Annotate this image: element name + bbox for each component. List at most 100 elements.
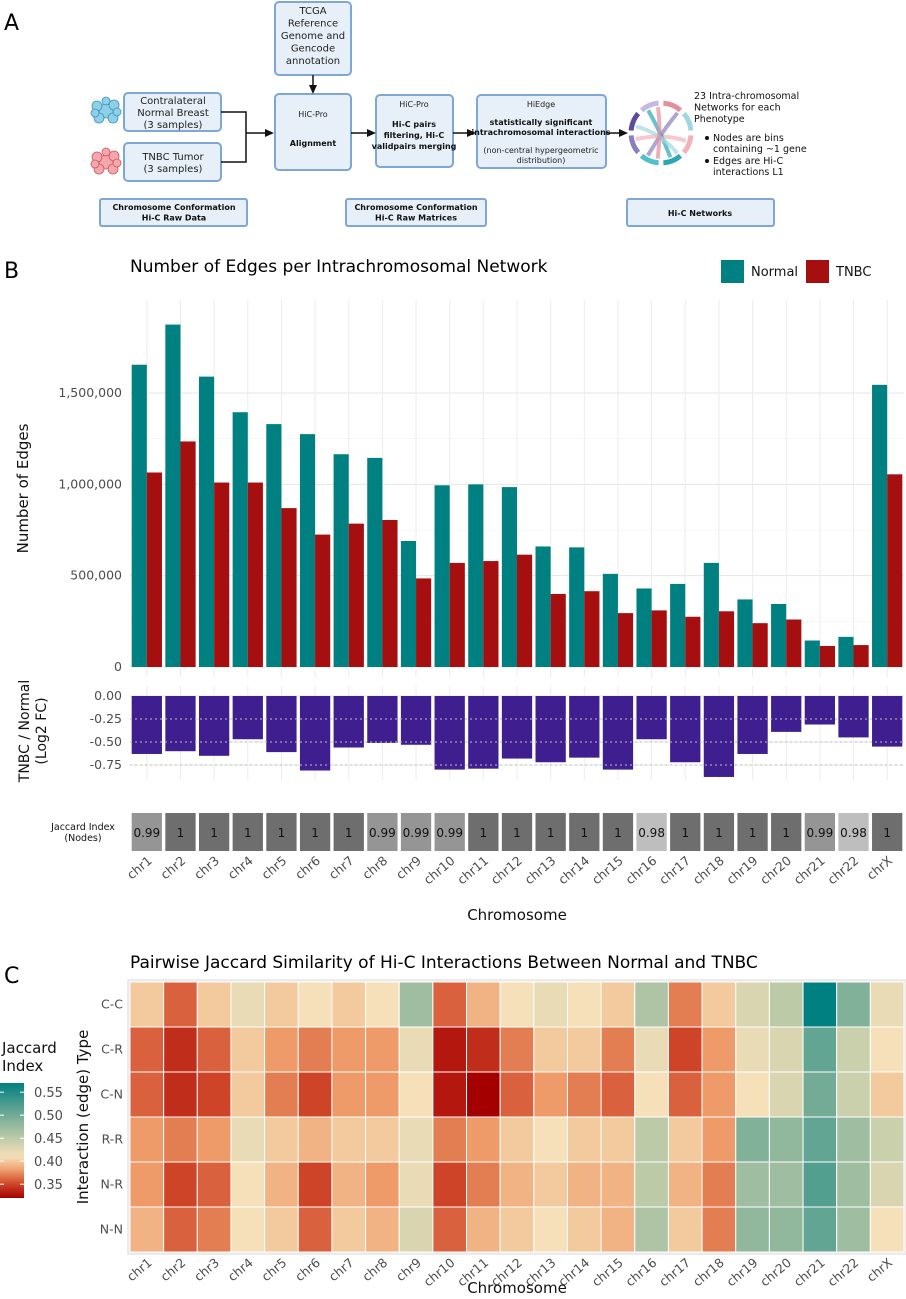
legend-label-tnbc: TNBC bbox=[835, 265, 871, 280]
heatmap-cell-C-N-chr21 bbox=[802, 1071, 838, 1118]
heatmap-cell-C-R-chr1 bbox=[129, 1026, 165, 1073]
jaccard-node-cell-chr6 bbox=[299, 813, 331, 851]
panel-label-a: A bbox=[4, 11, 19, 36]
heatmap-cell-C-R-chr22 bbox=[836, 1026, 871, 1073]
heatmap-cell-R-R-chr5 bbox=[264, 1116, 299, 1163]
fc-tick-label: 0.00 bbox=[94, 688, 122, 703]
hicpro2-title: HiC-Pro bbox=[399, 100, 429, 109]
heatmap-cell-N-R-chr1 bbox=[129, 1161, 165, 1208]
heatmap-cell-N-N-chr4 bbox=[230, 1206, 266, 1253]
jaccard-node-cell-chr4 bbox=[232, 813, 263, 851]
normal-text-line: Normal Breast bbox=[137, 108, 209, 119]
normal-text-line: (3 samples) bbox=[144, 120, 203, 131]
heatmap-cell-N-N-chr2 bbox=[163, 1206, 198, 1253]
heatmap-cell-R-R-chr7 bbox=[331, 1116, 367, 1163]
x-tick-label: chr16 bbox=[622, 853, 659, 888]
bar-tnbc-chr17 bbox=[685, 616, 701, 667]
x-axis-title: Chromosome bbox=[467, 906, 567, 924]
x-tick-label: chr3 bbox=[191, 853, 222, 882]
arrow-head bbox=[467, 129, 476, 137]
heatmap-cell-R-R-chr9 bbox=[398, 1116, 434, 1163]
x-tick-label: chr20 bbox=[757, 853, 794, 888]
heatmap-cell-C-R-chr10 bbox=[432, 1026, 468, 1073]
chord-segment bbox=[628, 135, 641, 155]
panel-label-c: C bbox=[4, 964, 19, 989]
heatmap-y-axis-title: Interaction (edge) Type bbox=[74, 1030, 92, 1205]
heatmap-x-tick-label: chr10 bbox=[421, 1255, 458, 1290]
heatmap-x-tick-label: chrX bbox=[864, 1255, 896, 1285]
legend-label-normal: Normal bbox=[751, 265, 798, 280]
heatmap-cell-R-R-chrX bbox=[869, 1116, 905, 1163]
heatmap-x-tick-label: chr19 bbox=[723, 1255, 760, 1290]
bar-normal-chr22 bbox=[838, 636, 854, 667]
jaccard-node-cell-chr21 bbox=[804, 813, 836, 851]
tumor-cells-icon-cell bbox=[112, 158, 122, 168]
fc-bar-chr14 bbox=[569, 696, 600, 758]
x-tick-label: chr5 bbox=[258, 853, 289, 882]
heatmap-cell-C-C-chr17 bbox=[667, 981, 703, 1028]
heatmap-cell-C-N-chr10 bbox=[432, 1071, 468, 1118]
footer-raw-text-line: Chromosome Conformation bbox=[112, 203, 235, 212]
heatmap-cell-C-N-chr6 bbox=[297, 1071, 333, 1118]
heatmap-cell-N-R-chr21 bbox=[802, 1161, 838, 1208]
heatmap-cell-N-R-chr7 bbox=[331, 1161, 367, 1208]
jaccard-node-value: 0.99 bbox=[436, 826, 463, 840]
heatmap-cell-N-N-chr16 bbox=[634, 1206, 669, 1253]
x-tick-label: chr9 bbox=[393, 853, 424, 882]
footer-matrices-text-line: Hi-C Raw Matrices bbox=[375, 214, 457, 223]
jaccard-node-value: 1 bbox=[278, 826, 286, 840]
heatmap-row-label: C-C bbox=[101, 997, 123, 1012]
x-tick-label: chr17 bbox=[656, 853, 693, 888]
bar-normal-chr9 bbox=[400, 540, 417, 667]
chord-segment bbox=[639, 153, 659, 166]
heatmap-cell-C-C-chr15 bbox=[600, 981, 636, 1028]
heatmap-cell-C-N-chr17 bbox=[667, 1071, 703, 1118]
bar-normal-chr18 bbox=[703, 562, 719, 667]
heatmap-cell-C-N-chr9 bbox=[398, 1071, 434, 1118]
hicpro2-sub-line: validpairs merging bbox=[372, 142, 457, 151]
arrow-head bbox=[367, 129, 376, 137]
heatmap-cell-C-R-chr5 bbox=[264, 1026, 299, 1073]
colorbar bbox=[0, 1083, 24, 1198]
jaccard-node-value: 1 bbox=[513, 826, 521, 840]
heatmap-row-label: N-N bbox=[100, 1222, 123, 1237]
heatmap-title: Pairwise Jaccard Similarity of Hi-C Inte… bbox=[130, 953, 758, 973]
heatmap-cell-R-R-chr20 bbox=[768, 1116, 804, 1163]
colorbar-tick-label: 0.50 bbox=[34, 1109, 63, 1124]
footer-matrices-box bbox=[345, 198, 487, 227]
bar-normal-chr10 bbox=[434, 485, 450, 667]
fc-bar-chr2 bbox=[165, 696, 196, 752]
networks-title-line: Networks for each bbox=[694, 103, 781, 114]
heatmap-cell-N-R-chr8 bbox=[365, 1161, 400, 1208]
heatmap-cell-C-R-chr16 bbox=[634, 1026, 669, 1073]
jaccard-node-value: 1 bbox=[580, 826, 588, 840]
y-axis-title: Number of Edges bbox=[14, 423, 32, 553]
heatmap-cell-C-C-chr12 bbox=[499, 981, 535, 1028]
arrow-head bbox=[309, 85, 317, 94]
chord-segment bbox=[663, 153, 683, 166]
jaccard-node-cell-chr8 bbox=[367, 813, 398, 851]
bar-normal-chr2 bbox=[165, 324, 181, 667]
heatmap-cell-C-R-chr11 bbox=[466, 1026, 501, 1073]
heatmap-cell-C-R-chr7 bbox=[331, 1026, 367, 1073]
heatmap-x-tick-label: chr9 bbox=[393, 1255, 424, 1284]
heatmap-cell-N-N-chrX bbox=[869, 1206, 905, 1253]
heatmap-cell-C-R-chr19 bbox=[735, 1026, 770, 1073]
jaccard-node-value: 0.99 bbox=[369, 826, 396, 840]
heatmap-x-tick-label: chr18 bbox=[690, 1255, 727, 1290]
colorbar-title-line: Jaccard bbox=[1, 1039, 57, 1057]
x-tick-label: chr10 bbox=[421, 853, 458, 888]
heatmap-cell-C-N-chr11 bbox=[466, 1071, 501, 1118]
bar-normal-chr4 bbox=[232, 412, 248, 667]
bar-normal-chr6 bbox=[299, 434, 316, 667]
fc-bar-chr6 bbox=[299, 696, 331, 771]
heatmap-cell-N-R-chr16 bbox=[634, 1161, 669, 1208]
heatmap-cell-C-C-chr5 bbox=[264, 981, 299, 1028]
tumor-cells-icon-cell bbox=[101, 147, 111, 157]
hiedge-note-line: distribution) bbox=[517, 156, 566, 165]
hiedge-sub-line: statistically significant bbox=[490, 118, 593, 127]
bullet-dot bbox=[705, 159, 709, 163]
bar-tnbc-chr21 bbox=[819, 645, 836, 667]
legend-swatch-tnbc bbox=[806, 260, 829, 283]
